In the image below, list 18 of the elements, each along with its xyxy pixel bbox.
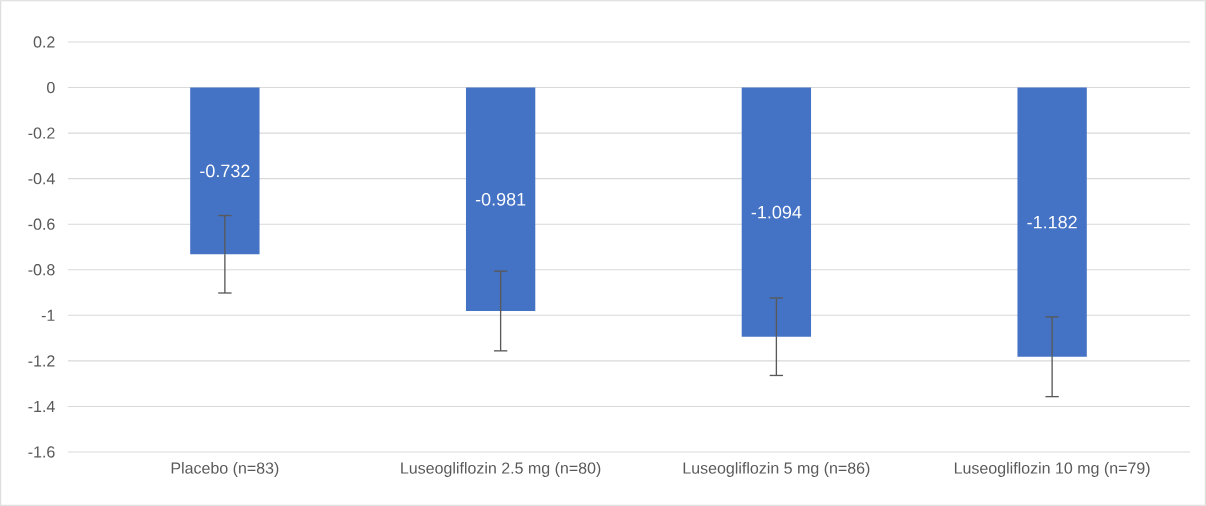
data-label: -0.981 (475, 192, 526, 206)
x-tick-label: Luseogliflozin 5 mg (n=86) (683, 462, 870, 477)
y-tick-label: -0.8 (28, 264, 55, 276)
y-tick-label: -1.6 (28, 446, 55, 458)
y-tick-label: -1 (41, 309, 55, 321)
x-tick-label: Placebo (n=83) (171, 462, 279, 477)
data-label: -1.094 (751, 205, 802, 219)
y-tick-label: -1.2 (28, 355, 55, 367)
y-tick-label: 0.2 (33, 36, 55, 48)
data-label: -0.732 (200, 164, 250, 178)
y-tick-label: -0.6 (28, 218, 55, 230)
y-tick-label: -0.4 (28, 173, 55, 185)
x-tick-label: Luseogliflozin 10 mg (n=79) (954, 462, 1150, 477)
y-tick-label: -1.4 (28, 400, 55, 412)
y-tick-label: 0 (47, 81, 55, 94)
x-tick-label: Luseogliflozin 2.5 mg (n=80) (401, 462, 601, 477)
data-label: -1.182 (1027, 215, 1077, 229)
y-tick-label: -0.2 (28, 127, 55, 139)
